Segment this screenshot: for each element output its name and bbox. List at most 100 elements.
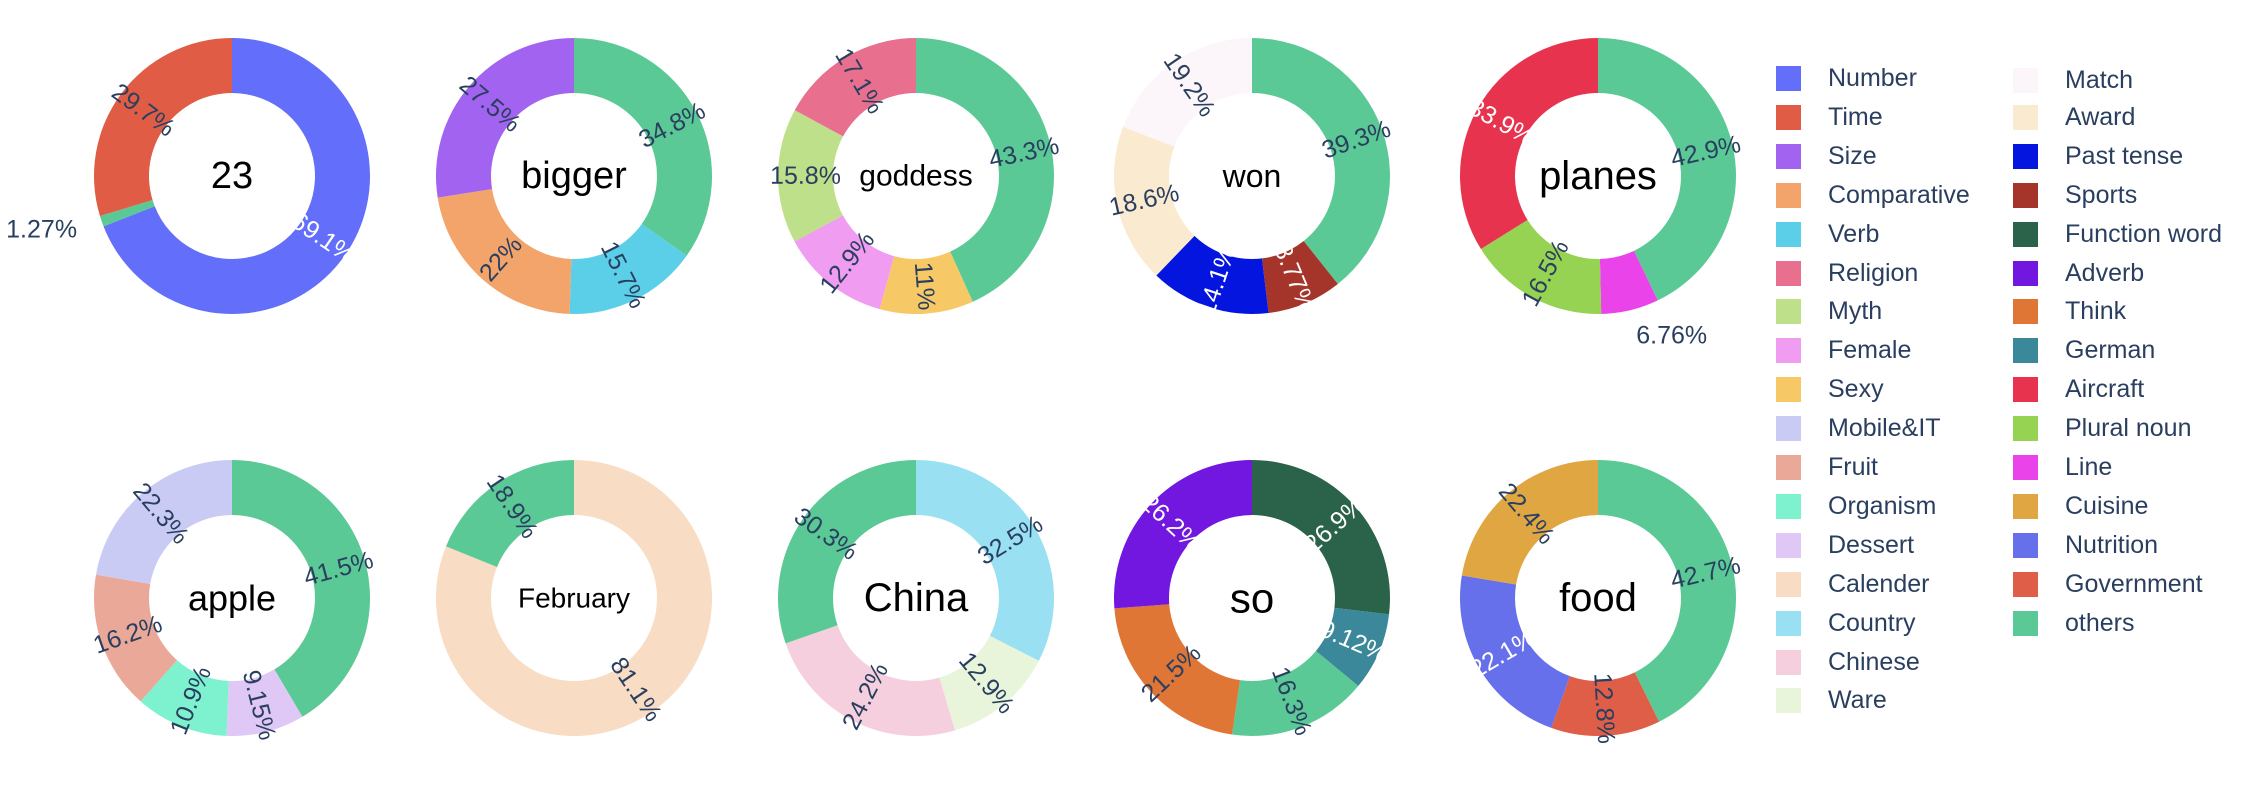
donut-slice[interactable] [94, 574, 178, 702]
donut-slice[interactable] [785, 625, 955, 736]
donut-slice[interactable] [1252, 460, 1390, 615]
legend-label: Chinese [1828, 647, 1920, 676]
legend-swatch [1776, 416, 1801, 442]
legend-swatch [1776, 377, 1801, 403]
donut-slice[interactable] [232, 460, 370, 717]
legend-label: Sports [2065, 180, 2138, 209]
donut-slice[interactable] [1460, 38, 1598, 250]
donut-center-label: February [518, 583, 630, 614]
donut-slice[interactable] [939, 635, 1039, 731]
donut-slice[interactable] [574, 38, 712, 256]
donut-slice[interactable] [140, 660, 229, 736]
legend-swatch [2013, 182, 2038, 208]
donut-center-label: apple [188, 578, 276, 619]
legend-swatch [1776, 66, 1801, 91]
legend-swatch [1776, 532, 1801, 558]
donut-slice[interactable] [794, 215, 895, 310]
donut-slice[interactable] [1232, 650, 1359, 736]
donut-slice[interactable] [1156, 235, 1269, 314]
legend-swatch [1776, 688, 1801, 714]
donut-slice[interactable] [916, 38, 1055, 302]
legend-swatch [1776, 610, 1801, 636]
donut-slice[interactable] [879, 251, 973, 314]
legend-label: Aircraft [2065, 375, 2145, 404]
donut-chart: 39.3%8.77%14.1%18.6%19.2%won [1107, 37, 1394, 319]
donut-slice[interactable] [1252, 38, 1390, 285]
donut-slice[interactable] [1114, 604, 1240, 735]
legend-label: Function word [2065, 219, 2223, 248]
legend-swatch [2013, 416, 2038, 442]
legend-label: Religion [1828, 258, 1919, 287]
legend-swatch [1776, 182, 1801, 208]
donut-chart: 41.5%9.15%10.9%16.2%22.3%apple [90, 460, 376, 743]
legend-label: Size [1828, 141, 1877, 170]
legend-label: Award [2065, 102, 2136, 131]
donut-slice[interactable] [1599, 250, 1658, 314]
donut-center-label: China [864, 576, 969, 620]
legend-swatch [2013, 68, 2038, 93]
donut-center-label: food [1559, 576, 1637, 620]
legend-label: Dessert [1828, 530, 1915, 559]
legend-swatch [2013, 571, 2038, 597]
legend-label: Calender [1828, 569, 1930, 598]
donut-slice[interactable] [226, 669, 303, 736]
legend-swatch [2013, 532, 2038, 558]
donut-slice[interactable] [569, 223, 687, 314]
donut-slice[interactable] [99, 200, 155, 227]
legend-swatch [2013, 377, 2038, 403]
donut-slice[interactable] [916, 460, 1054, 661]
legend-label: Myth [1828, 297, 1883, 326]
legend-label: Government [2065, 569, 2203, 598]
donut-slice[interactable] [1480, 219, 1602, 314]
donut-slice[interactable] [436, 460, 712, 737]
donut-slice[interactable] [437, 188, 572, 314]
donut-slice[interactable] [1113, 126, 1195, 276]
slice-label: 12.8% [1588, 672, 1620, 744]
legend-swatch [2013, 299, 2038, 325]
legend-swatch [1776, 299, 1801, 325]
donut-slice[interactable] [93, 38, 232, 216]
legend-swatch [1776, 260, 1801, 286]
donut-slice[interactable] [1261, 240, 1338, 314]
donut-slice[interactable] [777, 110, 844, 242]
legend-label: Line [2065, 453, 2113, 481]
legend-swatch [1776, 455, 1801, 480]
legend-swatch [1776, 143, 1801, 169]
donut-slice[interactable] [778, 460, 916, 644]
legend-swatch [1776, 649, 1801, 675]
donut-charts-svg: 69.1%1.27%29.7%2334.8%15.7%22%27.5%bigge… [6, 37, 1743, 745]
donut-chart: 42.7%12.8%22.1%22.4%food [1460, 460, 1743, 745]
donut-slice[interactable] [1461, 460, 1598, 585]
donut-chart: 81.1%18.9%February [436, 460, 712, 737]
legend-label: Female [1828, 336, 1912, 365]
legend-swatch [1776, 104, 1801, 130]
legend-swatch [2013, 455, 2038, 480]
legend-swatch [1776, 221, 1801, 247]
donut-center-label: won [1222, 158, 1282, 194]
legend-label: Organism [1828, 491, 1937, 520]
donut-slice[interactable] [1315, 607, 1390, 687]
legend-label: Verb [1828, 219, 1880, 248]
donut-center-label: planes [1539, 154, 1657, 198]
legend-label: Sexy [1828, 375, 1884, 404]
donut-center-label: so [1230, 575, 1274, 622]
donut-slice[interactable] [794, 38, 916, 137]
legend-swatch [2013, 338, 2038, 364]
legend-label: Plural noun [2065, 414, 2192, 443]
legend-swatch [2013, 104, 2038, 130]
legend-label: Ware [1828, 686, 1887, 715]
donut-slice[interactable] [1598, 38, 1736, 301]
donut-slice[interactable] [95, 460, 232, 584]
donut-slice[interactable] [1460, 575, 1570, 728]
donut-slice[interactable] [446, 460, 574, 567]
donut-slice[interactable] [1113, 460, 1252, 609]
donut-chart: 32.5%12.9%24.2%30.3%China [778, 460, 1054, 736]
legend-label: Comparative [1828, 180, 1970, 209]
donut-slice[interactable] [1123, 37, 1252, 147]
donut-slice[interactable] [1598, 460, 1736, 722]
legend-swatch [1776, 493, 1801, 519]
donut-center-label: goddess [859, 160, 972, 193]
donut-slice[interactable] [436, 38, 574, 198]
donut-slice[interactable] [103, 38, 370, 314]
donut-slice[interactable] [1551, 672, 1660, 736]
